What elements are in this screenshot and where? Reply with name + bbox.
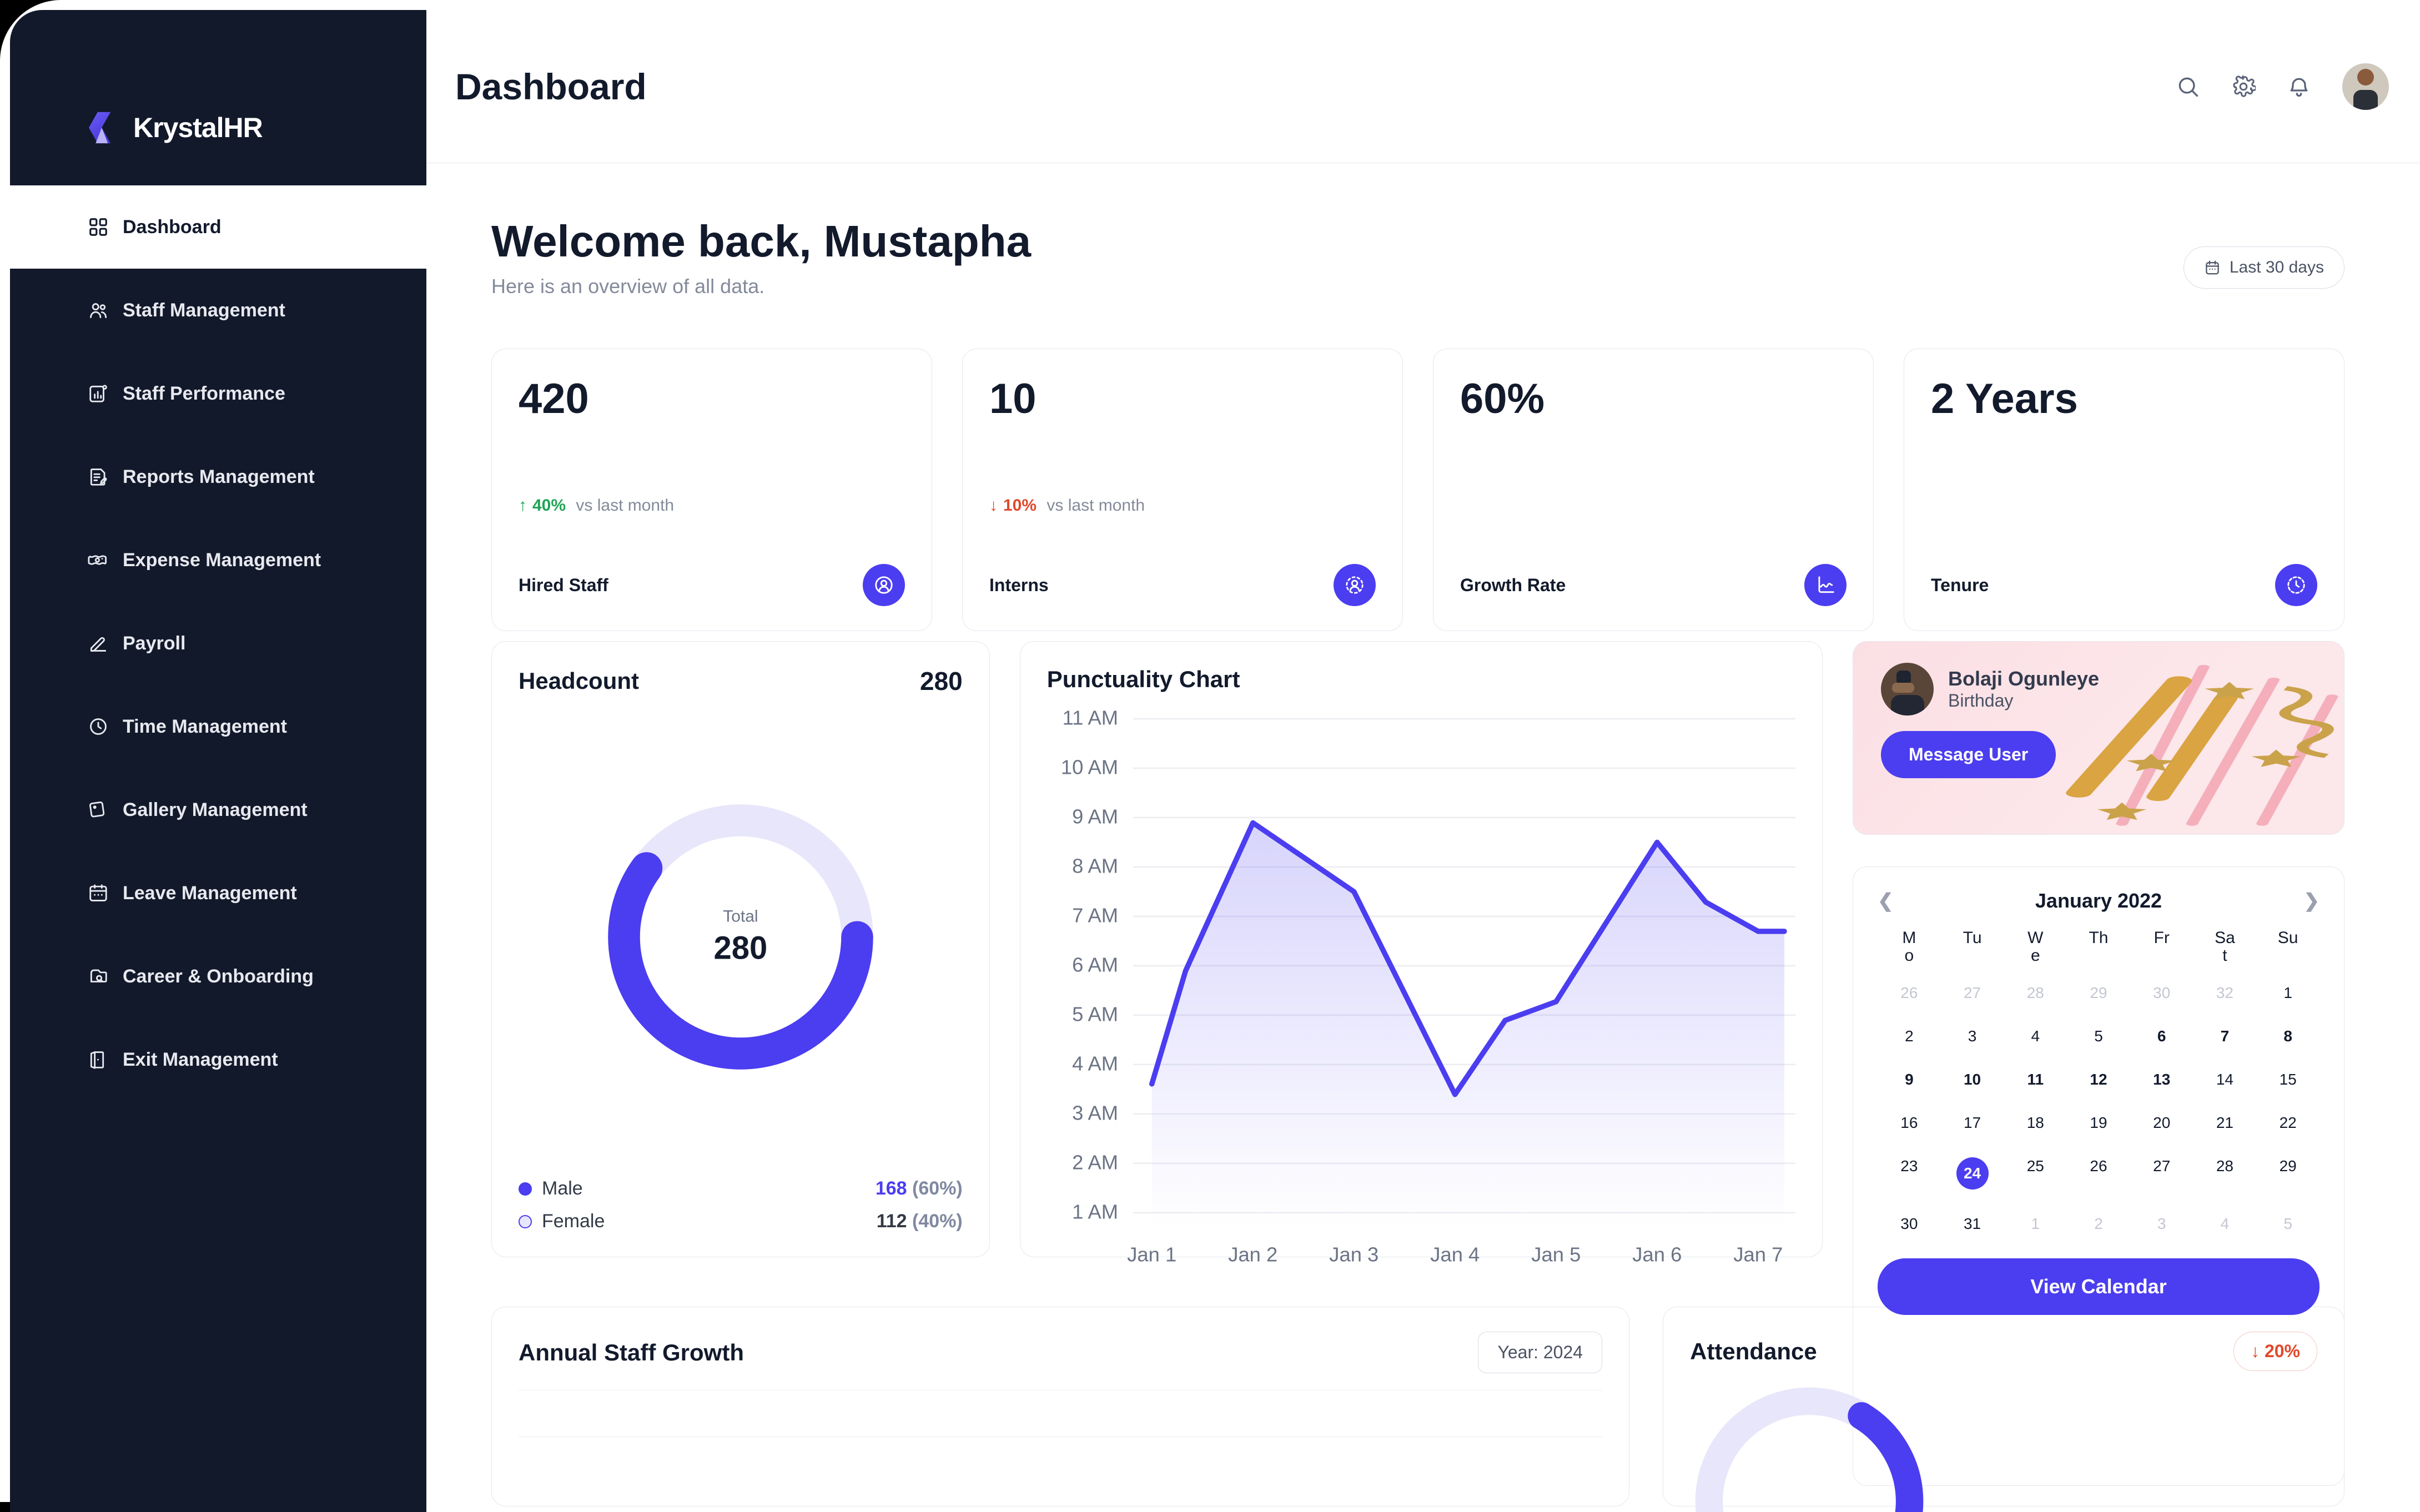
svg-text:Jan 6: Jan 6 — [1632, 1243, 1682, 1266]
svg-text:Jan 2: Jan 2 — [1228, 1243, 1277, 1266]
svg-text:6 AM: 6 AM — [1072, 954, 1118, 976]
svg-text:8 AM: 8 AM — [1072, 855, 1118, 878]
svg-text:Jan 3: Jan 3 — [1329, 1243, 1378, 1266]
svg-text:4 AM: 4 AM — [1072, 1052, 1118, 1075]
svg-text:Jan 5: Jan 5 — [1531, 1243, 1581, 1266]
svg-text:5 AM: 5 AM — [1072, 1003, 1118, 1026]
svg-text:11 AM: 11 AM — [1062, 707, 1118, 729]
svg-text:3 AM: 3 AM — [1072, 1102, 1118, 1125]
svg-text:2 AM: 2 AM — [1072, 1151, 1118, 1174]
svg-text:Jan 7: Jan 7 — [1733, 1243, 1783, 1266]
svg-text:Jan 4: Jan 4 — [1430, 1243, 1480, 1266]
svg-text:Jan 1: Jan 1 — [1127, 1243, 1176, 1266]
svg-text:9 AM: 9 AM — [1072, 805, 1118, 828]
svg-text:7 AM: 7 AM — [1072, 904, 1118, 927]
svg-text:1 AM: 1 AM — [1072, 1201, 1118, 1223]
svg-text:10 AM: 10 AM — [1061, 756, 1118, 779]
